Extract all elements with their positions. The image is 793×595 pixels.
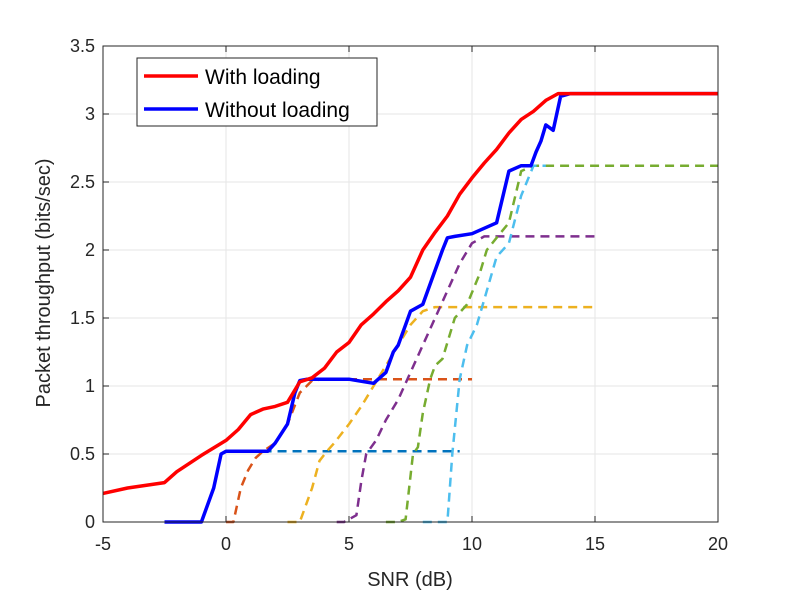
legend: With loading Without loading — [136, 57, 378, 127]
y-tick-label: 1 — [85, 376, 95, 396]
x-tick-label: 0 — [221, 534, 231, 554]
y-tick-label: 1.5 — [70, 308, 95, 328]
y-tick-label: 0 — [85, 512, 95, 532]
series-line-with-loading — [102, 91, 718, 496]
y-tick-label: 0.5 — [70, 444, 95, 464]
dashed-series-line-7 — [422, 164, 546, 524]
legend-box — [136, 57, 378, 127]
axes — [102, 45, 719, 523]
x-tick-label: -5 — [95, 534, 111, 554]
legend-label-without-loading: Without loading — [205, 99, 350, 122]
axes-box — [102, 45, 719, 523]
x-axis-label: SNR (dB) — [367, 569, 453, 591]
series-layer — [102, 91, 718, 524]
y-tick-label: 3.5 — [70, 36, 95, 56]
y-tick-label: 2.5 — [70, 172, 95, 192]
y-axis-label: Packet throughput (bits/sec) — [33, 158, 55, 407]
x-tick-label: 5 — [344, 534, 354, 554]
x-tick-label: 10 — [462, 534, 482, 554]
x-tick-label: 20 — [708, 534, 728, 554]
dashed-series-line-6 — [385, 164, 718, 524]
y-tick-label: 3 — [85, 104, 95, 124]
legend-label-with-loading: With loading — [205, 66, 321, 89]
series-line-without-loading — [164, 91, 718, 524]
x-tick-label: 15 — [585, 534, 605, 554]
y-tick-label: 2 — [85, 240, 95, 260]
dashed-series-line-5 — [336, 235, 595, 524]
